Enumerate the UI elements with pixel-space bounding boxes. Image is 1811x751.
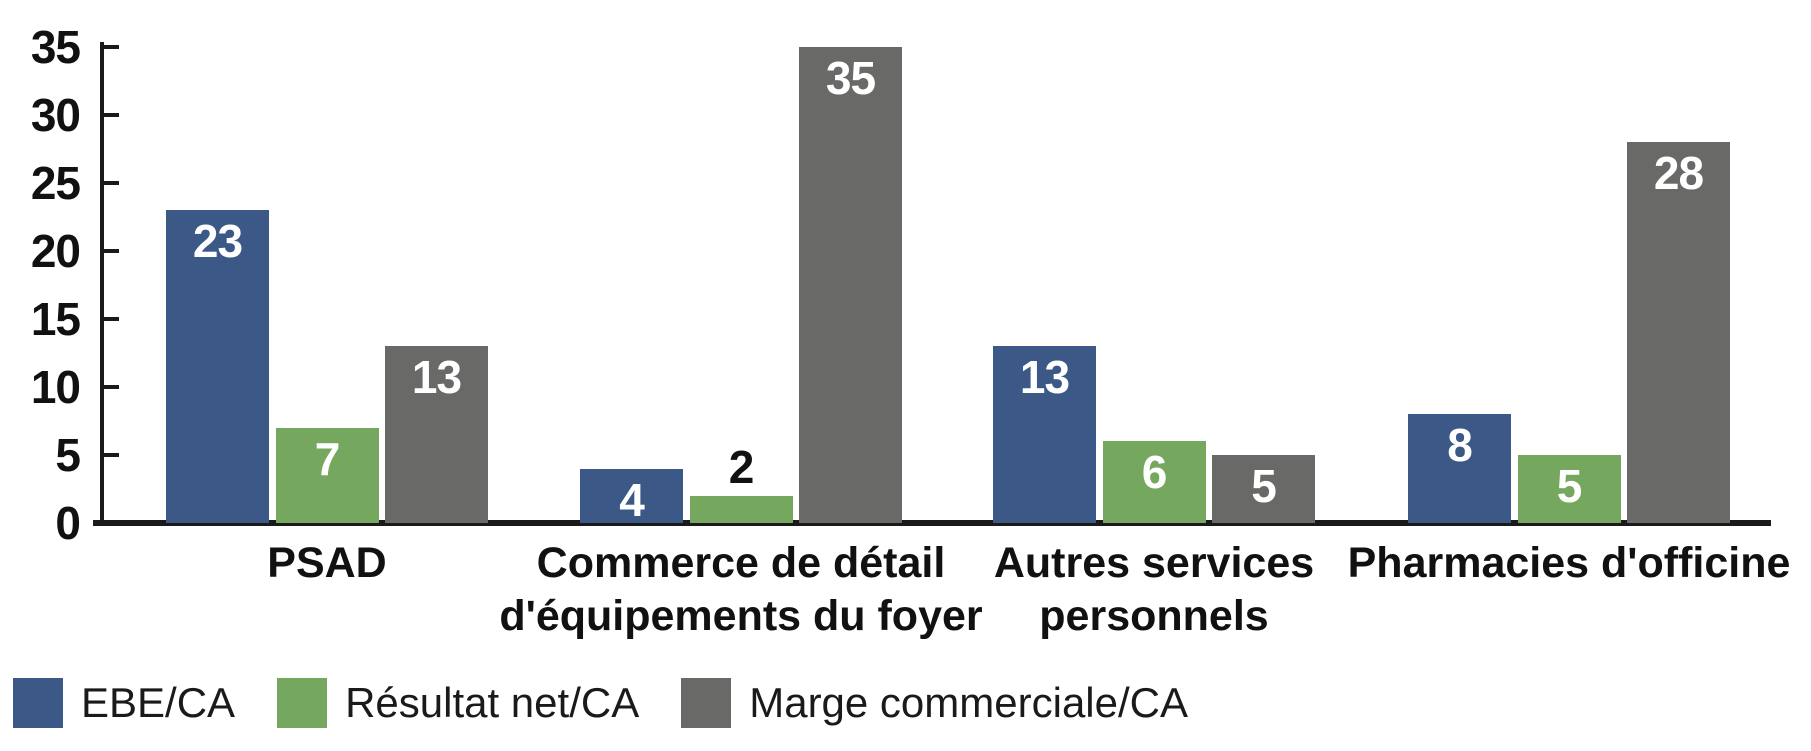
bar-value-label: 28 — [1653, 147, 1704, 199]
y-tick-label: 5 — [55, 429, 81, 481]
bar-value-label: 13 — [1019, 351, 1070, 403]
legend-swatch — [277, 678, 328, 728]
bar-value-label: 6 — [1141, 446, 1168, 498]
category-label-line: PSAD — [267, 539, 387, 587]
bar: 6 — [1102, 441, 1206, 523]
bar-value-label: 8 — [1447, 419, 1473, 471]
category-label: PSAD — [267, 537, 386, 590]
legend-label: Marge commerciale/CA — [749, 679, 1189, 726]
legend-swatch — [13, 678, 63, 728]
bar-group: 23 7 13 — [166, 47, 488, 523]
bar-value-label: 23 — [192, 215, 243, 267]
bar-group: 8 5 28 — [1408, 47, 1730, 523]
category-label-line: Autres services — [993, 539, 1315, 587]
category-label-line: Commerce de détail — [536, 539, 946, 587]
bar-value-label: 5 — [1251, 460, 1277, 512]
bar: 5 — [1212, 455, 1315, 523]
bar: 2 — [689, 444, 793, 523]
bar-value-label: 7 — [314, 433, 341, 485]
y-tick-label: 10 — [30, 361, 81, 413]
y-tick-label: 20 — [30, 225, 81, 277]
legend-label: EBE/CA — [81, 679, 236, 726]
y-tick-label: 15 — [30, 293, 81, 345]
legend-item: EBE/CA — [13, 678, 235, 728]
bar-value-label: 13 — [411, 351, 462, 403]
y-tick-mark — [104, 45, 119, 49]
legend-swatch — [681, 678, 732, 728]
y-tick-label: 0 — [55, 497, 81, 549]
bar: 13 — [993, 346, 1096, 523]
bar: 8 — [1408, 414, 1511, 523]
category-label: Pharmacies d'officine — [1348, 537, 1791, 590]
bar-value-label: 2 — [728, 441, 755, 493]
bar: 13 — [385, 346, 488, 523]
category-label-line: personnels — [1039, 592, 1269, 640]
category-label-line: d'équipements du foyer — [499, 592, 983, 640]
y-tick-mark — [104, 385, 119, 389]
y-tick-mark — [104, 181, 119, 185]
x-axis-baseline — [93, 520, 1771, 526]
category-label-line: Pharmacies d'officine — [1347, 539, 1791, 587]
bar-group: 13 6 5 — [993, 47, 1315, 523]
legend-item: Résultat net/CA — [277, 678, 639, 728]
bar-value-label: 4 — [619, 474, 645, 526]
y-tick-mark — [104, 453, 119, 457]
bar-value-label: 5 — [1556, 460, 1583, 512]
bar: 4 — [580, 469, 683, 523]
y-tick-mark — [104, 249, 119, 253]
y-tick-label: 35 — [30, 21, 81, 73]
bar: 23 — [166, 210, 269, 523]
legend-label: Résultat net/CA — [345, 679, 640, 726]
y-axis-line — [100, 42, 104, 524]
bar: 35 — [799, 47, 902, 523]
bar: 5 — [1517, 455, 1621, 523]
category-label: Autres services personnels — [994, 537, 1314, 643]
bar-value-label: 35 — [825, 52, 876, 104]
y-tick-label: 30 — [30, 89, 81, 141]
legend: EBE/CA Résultat net/CA Marge commerciale/C… — [13, 678, 1188, 728]
y-tick-mark — [104, 317, 119, 321]
bar-group: 4 2 35 — [580, 47, 902, 523]
category-label: Commerce de détail d'équipements du foyer — [499, 537, 982, 643]
bar: 28 — [1627, 142, 1730, 523]
legend-item: Marge commerciale/CA — [681, 678, 1188, 728]
y-tick-label: 25 — [30, 157, 81, 209]
y-tick-mark — [104, 113, 119, 117]
bar: 7 — [275, 428, 379, 523]
